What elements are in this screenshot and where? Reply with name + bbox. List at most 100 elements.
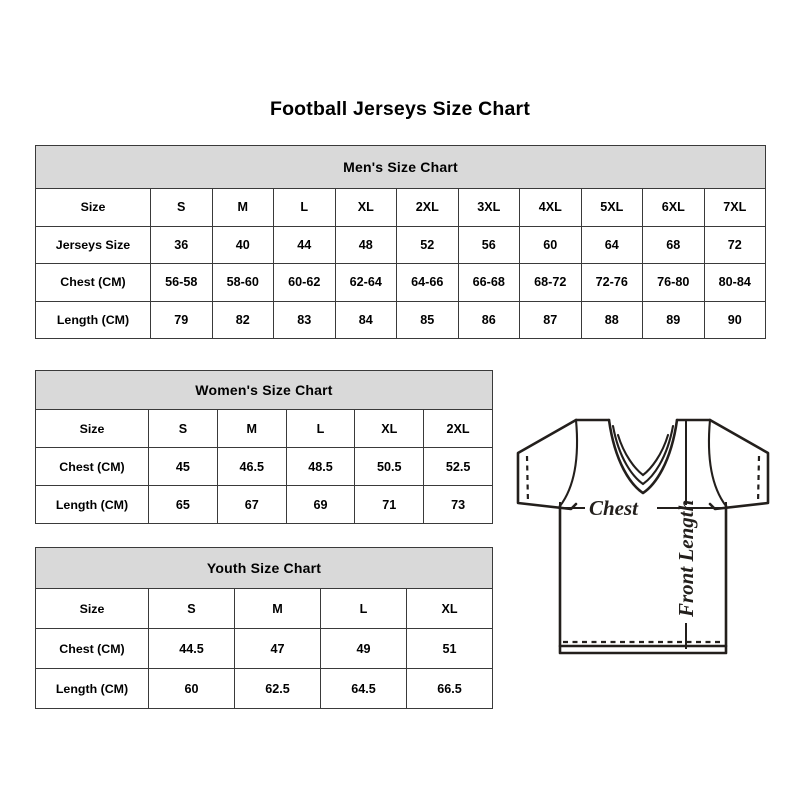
cell: 48.5 [285,447,356,486]
cell: 45 [148,447,218,486]
column-header-size: Size [35,409,149,448]
cell: 46.5 [216,447,287,486]
cell: 52 [396,225,459,264]
v-neck-middle [611,424,675,486]
cell: 89 [642,300,705,339]
column-header-m: M [211,188,274,227]
column-header-2xl: 2XL [423,409,493,448]
cell: 60 [148,668,235,709]
cell: 65 [148,485,218,524]
cell: 87 [519,300,582,339]
column-header-xl: XL [334,188,397,227]
column-header-3xl: 3XL [457,188,520,227]
right-cuff-stitch-icon [756,455,761,505]
v-neck-outer [607,418,679,495]
cell: 84 [334,300,397,339]
column-header-s: S [150,188,213,227]
cell: 44.5 [148,628,235,669]
cell: 90 [703,300,766,339]
cell: 86 [457,300,520,339]
column-header-s: S [148,409,218,448]
youth-table-caption: Youth Size Chart [34,547,494,589]
cell: 60-62 [273,263,336,302]
row-label-length-cm: Length (CM) [35,300,151,339]
cell: 83 [273,300,336,339]
table-row: Length (CM) 79 82 83 84 85 86 87 88 89 9… [35,300,766,339]
front-length-measure-label: Front Length [674,500,698,618]
column-header-l: L [285,409,356,448]
cell: 52.5 [423,447,493,486]
column-header-xl: XL [354,409,425,448]
table-caption-row: Men's Size Chart [35,145,766,189]
page-title: Football Jerseys Size Chart [269,98,531,120]
cell: 60 [519,225,582,264]
cell: 36 [150,225,213,264]
table-row: Chest (CM) 45 46.5 48.5 50.5 52.5 [35,447,493,486]
column-header-m: M [234,588,321,629]
row-label-jerseys-size: Jerseys Size [35,225,151,264]
v-neck-inner [616,433,670,477]
cell: 76-80 [642,263,705,302]
cell: 66-68 [457,263,520,302]
cell: 56-58 [150,263,213,302]
cell: 67 [216,485,287,524]
cell: 82 [211,300,274,339]
cell: 64-66 [396,263,459,302]
table-row: Length (CM) 60 62.5 64.5 66.5 [35,668,494,709]
column-header-2xl: 2XL [396,188,459,227]
cell: 49 [320,628,407,669]
row-label-chest-cm: Chest (CM) [35,447,149,486]
mens-table-caption: Men's Size Chart [35,145,766,189]
mens-size-chart-table: Men's Size Chart Size S M L XL 2XL 3XL 4… [35,145,766,339]
table-header-row: Size S M L XL 2XL [35,409,493,448]
cell: 68-72 [519,263,582,302]
row-label-chest-cm: Chest (CM) [35,628,149,669]
column-header-size: Size [35,588,149,629]
column-header-xl: XL [405,588,494,629]
jersey-diagram: Chest Front Length [497,405,789,680]
column-header-l: L [320,588,407,629]
body-outline [558,504,728,655]
cell: 73 [423,485,493,524]
table-row: Chest (CM) 56-58 58-60 60-62 62-64 64-66… [35,263,766,302]
column-header-l: L [273,188,336,227]
table-row: Jerseys Size 36 40 44 48 52 56 60 64 68 … [35,225,766,264]
column-header-6xl: 6XL [642,188,705,227]
table-row: Length (CM) 65 67 69 71 73 [35,485,493,524]
cell: 85 [396,300,459,339]
cell: 58-60 [211,263,274,302]
cell: 44 [273,225,336,264]
cell: 72 [703,225,766,264]
cell: 64.5 [320,668,407,709]
womens-size-chart-table: Women's Size Chart Size S M L XL 2XL Che… [35,370,493,524]
row-label-length-cm: Length (CM) [35,485,149,524]
cell: 79 [150,300,213,339]
table-caption-row: Youth Size Chart [34,547,494,589]
cell: 88 [580,300,643,339]
womens-table-caption: Women's Size Chart [35,370,493,410]
left-cuff-stitch-icon [525,455,530,505]
cell: 47 [234,628,321,669]
cell: 48 [334,225,397,264]
column-header-s: S [148,588,235,629]
youth-size-chart-table: Youth Size Chart Size S M L XL Chest (CM… [34,547,494,709]
cell: 71 [354,485,425,524]
right-armhole-seam [707,418,728,508]
cell: 72-76 [580,263,643,302]
column-header-7xl: 7XL [703,188,766,227]
chest-measure-label: Chest [589,496,639,520]
table-header-row: Size S M L XL 2XL 3XL 4XL 5XL 6XL 7XL [35,188,766,227]
column-header-size: Size [35,188,151,227]
cell: 51 [405,628,494,669]
cell: 80-84 [703,263,766,302]
cell: 66.5 [405,668,494,709]
table-row: Chest (CM) 44.5 47 49 51 [35,628,494,669]
cell: 40 [211,225,274,264]
cell: 64 [580,225,643,264]
cell: 68 [642,225,705,264]
column-header-4xl: 4XL [519,188,582,227]
row-label-length-cm: Length (CM) [35,668,149,709]
table-caption-row: Women's Size Chart [35,370,493,410]
left-armhole-seam [558,418,579,508]
